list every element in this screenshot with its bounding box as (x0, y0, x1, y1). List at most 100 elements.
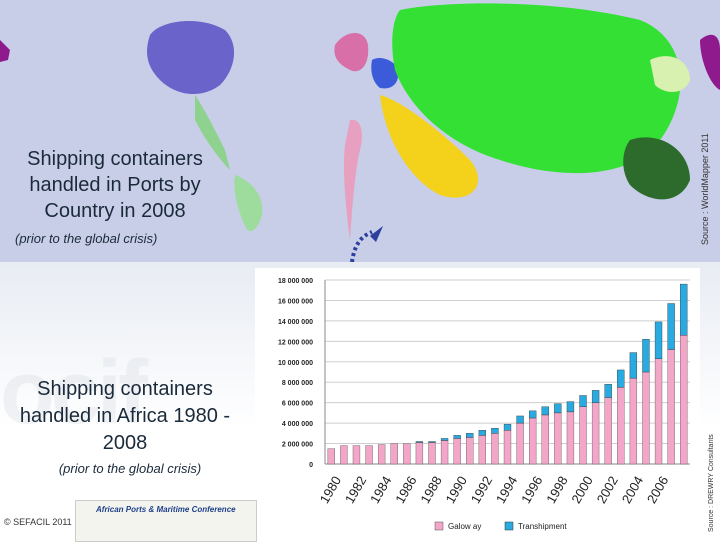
map-source: Source : WorldMapper 2011 (700, 133, 710, 245)
map-region-east-asia (392, 3, 681, 174)
y-tick-label: 16 000 000 (278, 298, 313, 305)
x-tick-label: 1998 (543, 473, 570, 506)
map-region-south-asia (380, 95, 479, 198)
y-tick-label: 18 000 000 (278, 278, 313, 285)
chart-subtitle: (prior to the global crisis) (58, 461, 202, 476)
bar-gateway (554, 412, 562, 465)
bar-transhipment (491, 428, 499, 434)
bar-gateway (541, 414, 549, 465)
x-tick-label: 2004 (619, 473, 646, 506)
bar-gateway (503, 430, 512, 465)
bar-transhipment (579, 395, 587, 407)
legend-swatch-transhipment (504, 521, 514, 531)
bar-gateway (642, 371, 650, 465)
map-region-south-america (234, 175, 263, 232)
map-region-japan (650, 56, 690, 92)
bar-transhipment (529, 410, 537, 419)
bar-transhipment (591, 390, 600, 403)
bar-transhipment (604, 384, 612, 398)
map-subtitle: (prior to the global crisis) (15, 231, 158, 246)
y-tick-label: 6 000 000 (282, 401, 313, 408)
legend-swatch-gateway (434, 521, 444, 531)
chart-source: Source : DREWRY Consultants (708, 434, 715, 532)
map-title: Shipping containers handled in Ports by … (27, 148, 203, 222)
bar-transhipment (440, 438, 449, 441)
bar-transhipment (541, 406, 549, 416)
bar-transhipment (680, 283, 688, 336)
map-region-europe (334, 32, 369, 72)
legend-label-gateway: Galow ay (448, 522, 481, 531)
bar-gateway (377, 444, 386, 465)
bar-gateway (629, 377, 638, 465)
bar-gateway (579, 406, 587, 465)
bar-gateway (415, 442, 424, 465)
bar-gateway (566, 411, 575, 465)
bar-gateway (466, 437, 474, 465)
map-region-africa (343, 119, 362, 240)
bar-transhipment (466, 433, 474, 438)
bar-transhipment (554, 403, 562, 414)
x-tick-label: 1992 (468, 473, 495, 506)
map-region-central-america (195, 95, 230, 170)
map-region-pacific-edge (700, 34, 720, 90)
bar-gateway (403, 443, 411, 465)
bar-gateway (617, 387, 625, 465)
bar-gateway (440, 440, 449, 465)
y-tick-label: 2 000 000 (282, 442, 313, 449)
bar-transhipment (629, 352, 638, 379)
y-tick-label: 10 000 000 (278, 360, 313, 367)
copyright-text: © SEFACIL 2011 (4, 517, 72, 527)
conference-logo-text: African Ports & Maritime Conference (96, 505, 236, 514)
bar-transhipment (566, 401, 575, 413)
x-tick-label: 1982 (342, 473, 369, 506)
bar-transhipment (415, 441, 424, 443)
container-chart: 0 2 000 000 4 000 000 6 000 000 8 000 000 10 … (278, 278, 690, 531)
bar-gateway (654, 358, 663, 465)
watermark-logo: ocif (0, 343, 148, 443)
x-tick-label: 2000 (568, 473, 595, 506)
bar-transhipment (478, 430, 486, 436)
bar-gateway (667, 349, 675, 465)
map-region-southeast-asia (623, 137, 690, 200)
bar-gateway (516, 422, 524, 465)
bar-gateway (453, 438, 461, 465)
x-tick-label: 1994 (493, 473, 520, 506)
bar-gateway (390, 443, 398, 465)
y-tick-label: 14 000 000 (278, 319, 313, 326)
map-region-middle-east (371, 58, 399, 89)
x-tick-label: 2006 (644, 473, 671, 506)
bar-gateway (604, 397, 612, 465)
chart-panel: 0 2 000 000 4 000 000 6 000 000 8 000 000 10 … (255, 268, 700, 538)
bar-gateway (591, 402, 600, 465)
bar-transhipment (617, 369, 625, 388)
x-tick-label: 1988 (417, 473, 444, 506)
bar-gateway (529, 417, 537, 465)
legend-label-transhipment: Transhipment (518, 522, 567, 531)
bar-gateway (327, 448, 335, 465)
x-tick-label: 1996 (518, 473, 545, 506)
map-region-western-edge (0, 40, 10, 62)
y-tick-label: 4 000 000 (282, 421, 313, 428)
bar-gateway (478, 435, 486, 465)
bar-transhipment (453, 435, 461, 439)
y-tick-label: 0 (309, 462, 313, 469)
bar-transhipment (516, 415, 524, 424)
chart-title: Shipping containers handled in Africa 19… (19, 378, 231, 454)
bar-gateway (352, 445, 361, 465)
y-tick-label: 12 000 000 (278, 339, 313, 346)
x-tick-label: 1984 (367, 473, 394, 506)
bar-transhipment (503, 423, 512, 431)
bar-transhipment (667, 303, 675, 350)
bar-transhipment (654, 321, 663, 359)
bar-gateway (428, 442, 436, 465)
bar-transhipment (428, 441, 436, 443)
x-tick-label: 1990 (443, 473, 470, 506)
bar-gateway (340, 445, 348, 465)
bar-gateway (365, 445, 373, 465)
map-region-north-america (147, 20, 235, 95)
world-cartogram (0, 0, 720, 270)
bar-gateway (491, 433, 499, 465)
x-tick-label: 1980 (317, 473, 344, 506)
y-tick-label: 8 000 000 (282, 380, 313, 387)
bar-transhipment (642, 339, 650, 373)
